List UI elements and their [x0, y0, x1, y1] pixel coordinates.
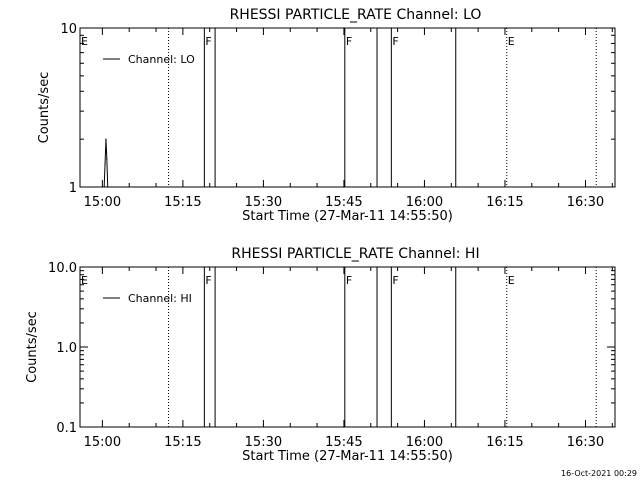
y-tick-label: 1 — [69, 181, 77, 196]
plot-frame — [79, 266, 616, 428]
data-point — [106, 158, 108, 160]
event-marker-f: F — [346, 35, 352, 48]
x-tick-label: 15:45 — [325, 435, 362, 450]
event-marker-f: F — [205, 274, 211, 287]
event-marker-f: F — [346, 274, 352, 287]
series-line-1 — [103, 139, 109, 188]
x-tick-label: 15:30 — [245, 195, 282, 210]
x-tick-label: 15:15 — [164, 435, 201, 450]
x-tick-label: 16:30 — [567, 435, 604, 450]
y-axis-label: Counts/sec — [25, 311, 40, 383]
x-tick-label: 16:15 — [486, 195, 523, 210]
y-tick-label: 1.0 — [56, 341, 77, 356]
x-tick-label: 15:45 — [325, 195, 362, 210]
y-tick-label: 0.1 — [56, 421, 77, 436]
x-tick-label: 16:00 — [406, 195, 443, 210]
x-tick-label: 15:00 — [84, 195, 121, 210]
legend-label: Channel: HI — [128, 292, 192, 305]
x-tick-label: 15:00 — [84, 435, 121, 450]
y-axis-label: Counts/sec — [37, 72, 52, 144]
x-axis-label: Start Time (27-Mar-11 14:55:50) — [242, 449, 453, 464]
event-marker-f: F — [392, 274, 398, 287]
timestamp: 16-Oct-2021 00:29 — [561, 469, 637, 478]
event-marker-e: E — [508, 35, 515, 48]
data-point — [107, 186, 109, 188]
x-tick-label: 15:15 — [164, 195, 201, 210]
data-point — [104, 163, 106, 165]
event-marker-e: E — [81, 35, 88, 48]
y-tick-label: 10.0 — [48, 261, 77, 276]
x-tick-label: 16:00 — [406, 435, 443, 450]
x-tick-label: 16:15 — [486, 435, 523, 450]
event-marker-e: E — [81, 274, 88, 287]
x-axis-label: Start Time (27-Mar-11 14:55:50) — [242, 209, 453, 224]
chart-title: RHESSI PARTICLE_RATE Channel: HI — [231, 246, 479, 262]
data-point — [105, 138, 107, 140]
legend-label: Channel: LO — [128, 53, 195, 66]
event-marker-f: F — [392, 35, 398, 48]
chart-title: RHESSI PARTICLE_RATE Channel: LO — [230, 7, 482, 23]
event-marker-f: F — [205, 35, 211, 48]
x-tick-label: 16:30 — [567, 195, 604, 210]
x-tick-label: 15:30 — [245, 435, 282, 450]
event-marker-e: E — [508, 274, 515, 287]
plot-frame — [79, 27, 616, 188]
data-point — [103, 186, 105, 188]
y-tick-label: 10 — [60, 22, 77, 37]
